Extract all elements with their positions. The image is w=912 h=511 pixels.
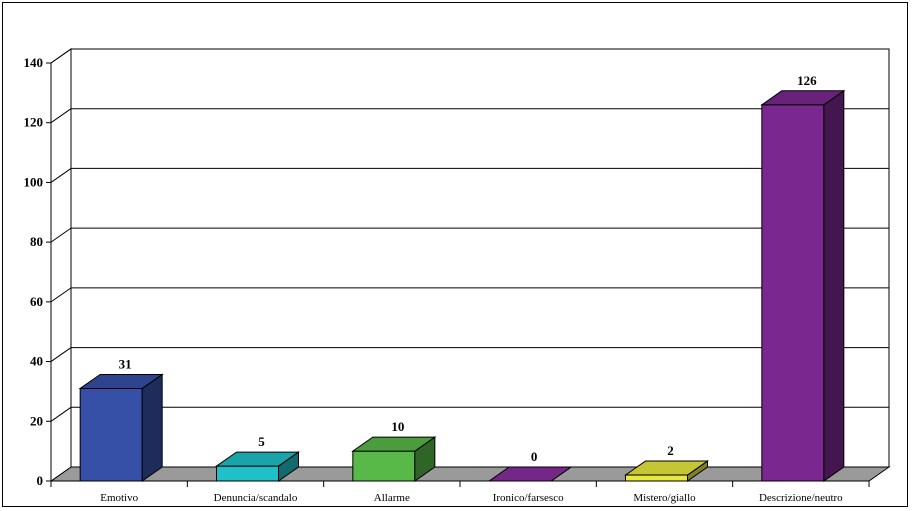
y-tick-label: 60 [30, 294, 43, 309]
bar-top [487, 466, 573, 482]
x-tick-label: Ironico/farsesco [493, 492, 564, 504]
gridline-side [50, 347, 72, 362]
y-tick-label: 100 [24, 174, 44, 189]
bar-front [761, 104, 825, 482]
x-tick-label: Descrizione/neutro [759, 492, 843, 504]
bar-front [79, 387, 143, 482]
plot-back-wall [70, 48, 890, 468]
bar-front [352, 450, 416, 482]
gridline-side [50, 168, 72, 183]
y-tick-label: 0 [37, 473, 44, 488]
data-label: 10 [391, 419, 404, 434]
data-label: 31 [119, 356, 132, 371]
x-tick-label: Allarme [374, 492, 410, 504]
gridline-side [50, 227, 72, 243]
x-tick-label: Mistero/giallo [633, 492, 696, 504]
bar-1 [78, 373, 164, 482]
y-tick-label: 140 [24, 55, 44, 70]
plot-side-wall [50, 48, 72, 482]
gridline-side [50, 48, 72, 64]
y-tick-label: 20 [30, 413, 43, 428]
bar-top [760, 90, 846, 106]
gridline-side [50, 406, 72, 422]
gridline-side [50, 287, 72, 303]
bar-front [216, 465, 279, 482]
bar-5 [623, 460, 710, 482]
x-tick-label: Emotivo [100, 492, 138, 504]
bar-side [141, 373, 163, 482]
bar-side [823, 89, 845, 482]
bar-top [214, 451, 301, 467]
bar-6 [760, 89, 846, 482]
data-label: 126 [797, 73, 817, 88]
x-tick-label: Denuncia/scandalo [214, 492, 298, 504]
data-label: 5 [258, 434, 265, 449]
y-tick-label: 120 [24, 115, 44, 130]
data-label: 0 [531, 449, 538, 464]
bar-top [78, 373, 164, 389]
bar-front [625, 474, 688, 482]
gridline-side [50, 108, 72, 124]
data-label: 2 [667, 443, 674, 458]
bar-2 [214, 451, 301, 482]
y-tick-label: 80 [30, 234, 43, 249]
y-tick-label: 40 [30, 354, 43, 369]
bar-4 [487, 466, 573, 482]
bar-top [351, 436, 437, 452]
bar-3 [351, 436, 437, 482]
bar-top [623, 460, 710, 476]
bar-chart: 02040608010012014031Emotivo5Denuncia/sca… [24, 48, 891, 504]
